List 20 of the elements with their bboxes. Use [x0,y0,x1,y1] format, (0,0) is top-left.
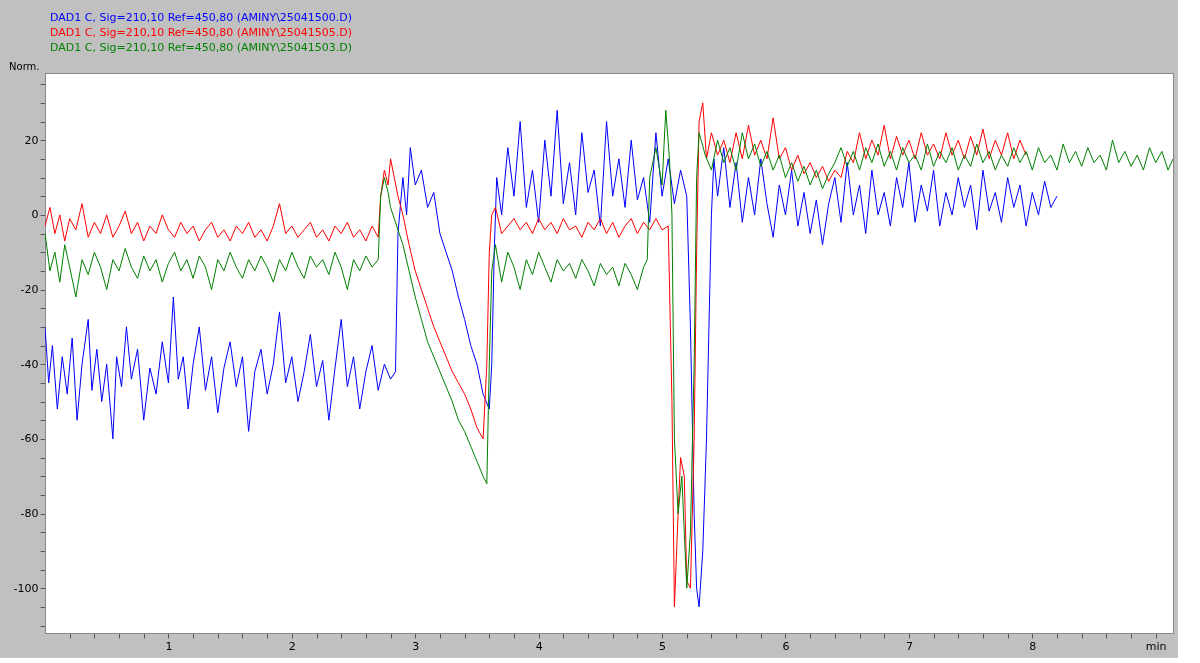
y-tick-label: 20 [24,133,39,147]
x-tick-label: 7 [905,639,913,653]
x-tick-label: 6 [782,639,790,653]
y-tick-label: -100 [13,581,39,595]
y-tick-label: 0 [31,208,39,222]
x-tick-label: 8 [1029,639,1037,653]
x-tick-label: 1 [165,639,173,653]
y-tick-label: -60 [20,432,39,446]
text: DAD1 C, Sig=210,10 Ref=450,80 (AMINY\25041505.D) [50,26,353,39]
x-tick-label: 3 [412,639,420,653]
x-tick-label: min [1145,639,1167,653]
x-tick-label: 4 [535,639,543,653]
text: DAD1 C, Sig=210,10 Ref=450,80 (AMINY\25041500.D) [50,10,353,24]
y-tick-label: -40 [20,357,39,371]
y-axis-title: Norm. [9,60,40,72]
x-tick-label: 5 [659,639,667,653]
text: DAD1 C, Sig=210,10 Ref=450,80 (AMINY\25041503.D) [50,41,353,55]
x-tick-label: 2 [288,639,296,653]
y-tick-label: -80 [20,507,39,521]
y-tick-label: -20 [20,283,39,297]
